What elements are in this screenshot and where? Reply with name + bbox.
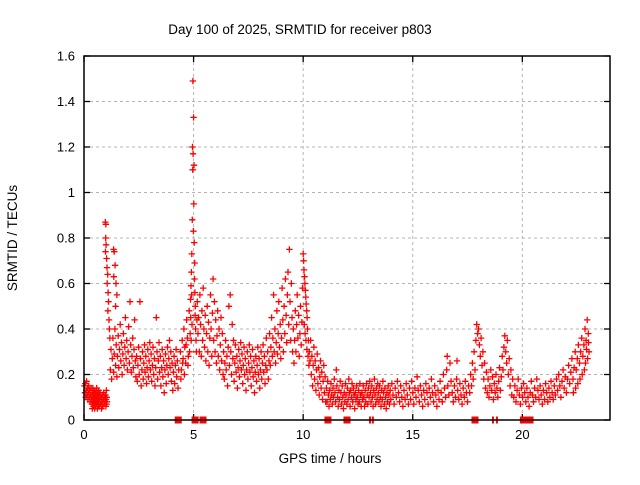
y-tick-label: 1.2 (57, 140, 75, 155)
y-tick-label: 0.2 (57, 367, 75, 382)
y-tick-label: 0 (68, 413, 75, 428)
x-tick-label: 15 (406, 427, 420, 442)
x-axis-label: GPS time / hours (279, 451, 382, 466)
x-tick-label: 10 (296, 427, 310, 442)
x-tick-label: 5 (190, 427, 197, 442)
plot-frame (83, 55, 611, 421)
data-points (81, 77, 593, 412)
x-tick-label: 0 (80, 427, 87, 442)
y-tick-label: 0.4 (57, 322, 75, 337)
y-tick-label: 0.6 (57, 276, 75, 291)
grid-lines (84, 56, 610, 420)
y-tick-label: 1.6 (57, 49, 75, 64)
tick-labels: 0 5 10 15 20 0 0.2 0.4 0.6 0.8 1 1.2 1.4 1.6 (57, 49, 530, 443)
y-tick-label: 1 (68, 185, 75, 200)
y-tick-label: 1.4 (57, 94, 75, 109)
y-axis-label: SRMTID / TECUs (5, 185, 20, 292)
x-tick-label: 20 (515, 427, 529, 442)
scatter-plus-markers (81, 77, 593, 412)
y-tick-label: 0.8 (57, 231, 75, 246)
chart-title: Day 100 of 2025, SRMTID for receiver p80… (168, 22, 431, 37)
